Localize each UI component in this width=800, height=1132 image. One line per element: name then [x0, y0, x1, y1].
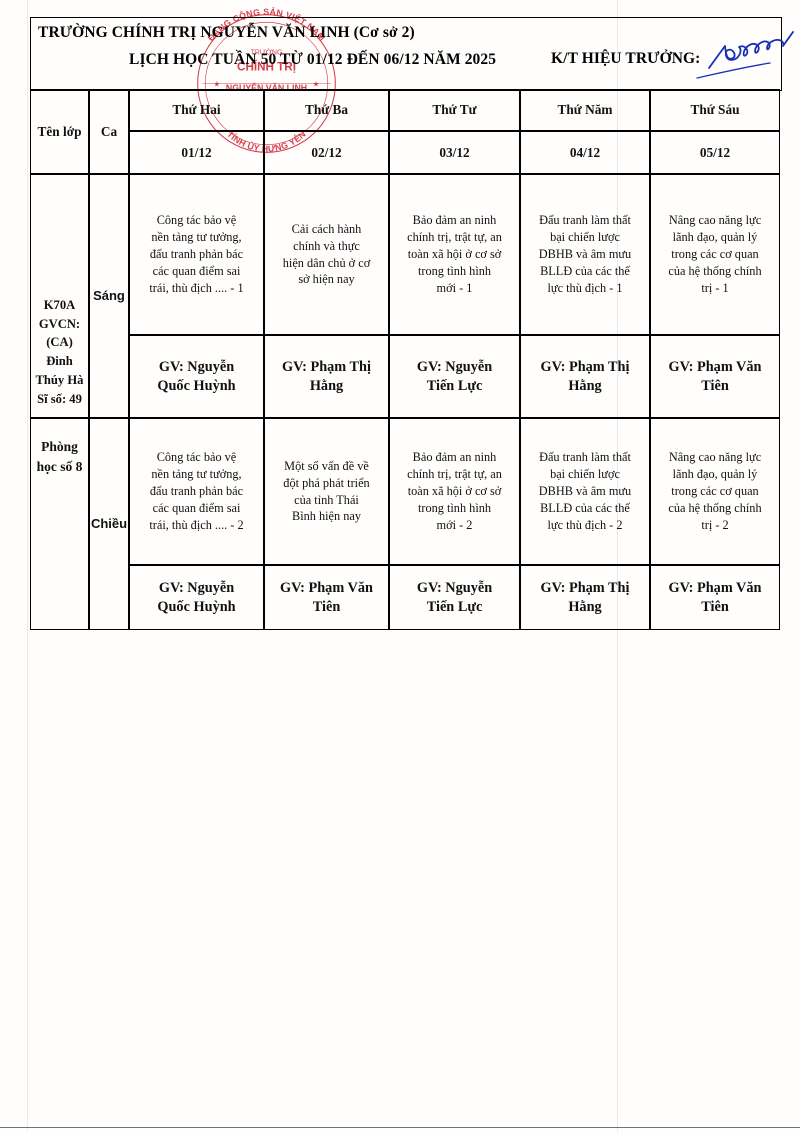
svg-text:★: ★ — [313, 79, 320, 88]
svg-text:TRƯỜNG: TRƯỜNG — [251, 47, 283, 56]
svg-text:★: ★ — [214, 79, 221, 88]
svg-text:CHÍNH TRỊ: CHÍNH TRỊ — [237, 61, 296, 74]
svg-text:ĐẢNG CỘNG SẢN VIỆT NAM: ĐẢNG CỘNG SẢN VIỆT NAM — [206, 6, 328, 43]
